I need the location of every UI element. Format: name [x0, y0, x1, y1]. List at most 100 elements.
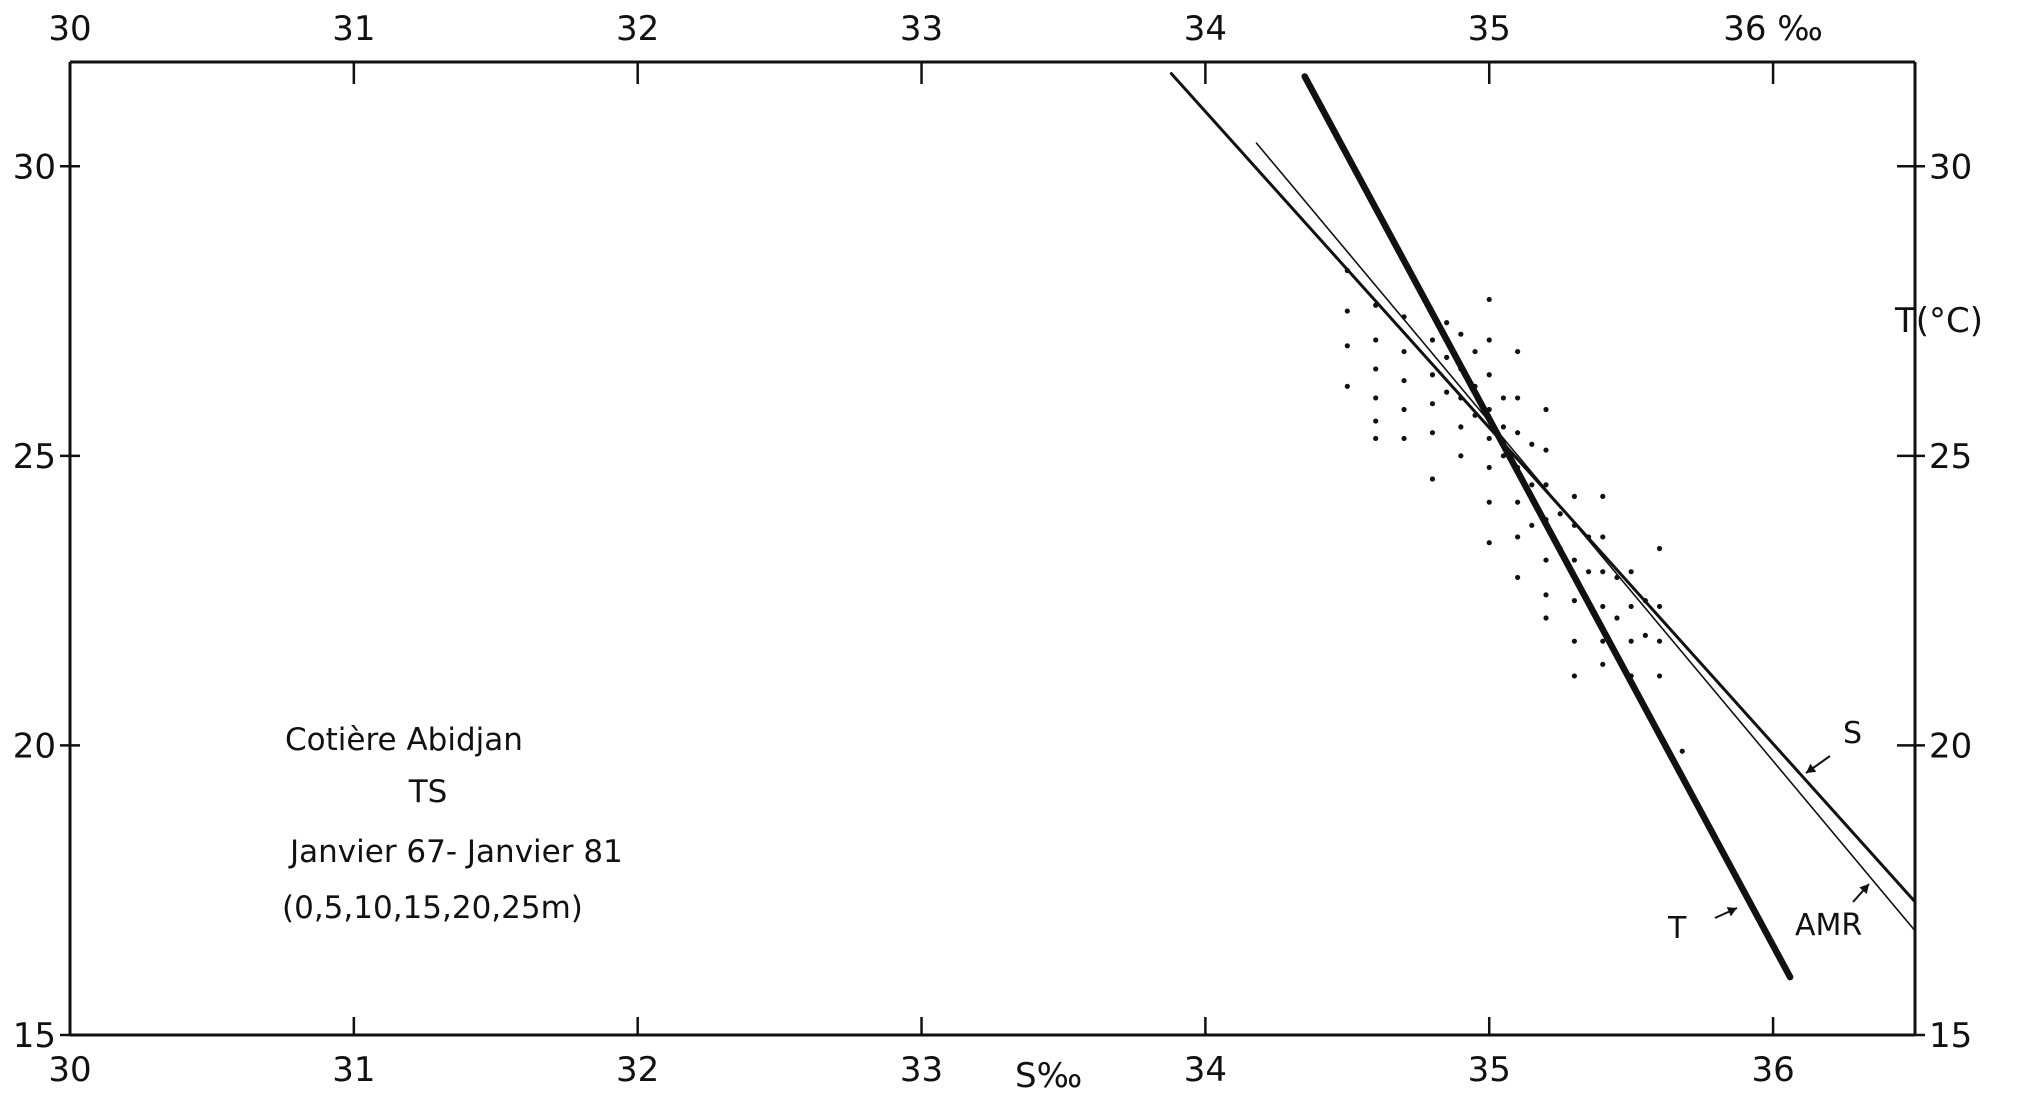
data-point — [1543, 482, 1549, 488]
data-point — [1656, 638, 1663, 644]
x-tick-label-bottom: 30 — [48, 1050, 91, 1090]
y-tick-label-left: 15 — [13, 1016, 56, 1056]
line-label-amr: AMR — [1795, 908, 1862, 943]
data-point — [1458, 424, 1464, 430]
data-point — [1486, 435, 1492, 442]
regression-lines — [1169, 72, 1917, 981]
data-point — [1557, 511, 1563, 517]
x-tick-label-bottom: 35 — [1468, 1050, 1511, 1090]
caption-line: Janvier 67- Janvier 81 — [288, 834, 623, 870]
data-point — [1600, 493, 1606, 499]
data-point — [1429, 372, 1436, 378]
data-point — [1515, 430, 1521, 436]
x-tick-label-top: 34 — [1184, 9, 1227, 49]
data-point — [1401, 377, 1407, 384]
data-point — [1486, 540, 1492, 546]
x-tick-label-top: 36 ‰ — [1723, 9, 1823, 49]
y-tick-label-right: 25 — [1929, 437, 1972, 477]
data-point — [1429, 430, 1436, 436]
line-s — [1169, 72, 1917, 904]
data-point — [1444, 389, 1450, 395]
axis-unit-labels: S‰ T(°C) — [1015, 301, 1983, 1096]
data-point — [1401, 348, 1407, 355]
data-point — [1486, 296, 1492, 303]
data-point — [1529, 522, 1535, 528]
data-point — [1458, 331, 1464, 337]
data-point — [1401, 435, 1407, 442]
data-point — [1571, 638, 1577, 644]
line-label-t: T — [1667, 911, 1687, 946]
arrowhead — [1806, 763, 1817, 773]
data-point — [1486, 464, 1492, 471]
data-point — [1600, 569, 1606, 575]
x-tick-label-bottom: 34 — [1184, 1050, 1227, 1090]
caption-line: Cotière Abidjan — [285, 722, 523, 758]
y-tick-label-right: 20 — [1929, 726, 1972, 766]
data-point — [1600, 638, 1606, 644]
caption-line: TS — [408, 774, 448, 810]
x-tick-label-top: 33 — [900, 9, 943, 49]
x-axis-label: S‰ — [1015, 1056, 1082, 1096]
x-tick-label-top: 30 — [48, 9, 91, 49]
data-point — [1401, 406, 1407, 413]
data-point — [1486, 372, 1492, 378]
data-point — [1486, 337, 1492, 343]
data-point — [1543, 592, 1549, 598]
data-point — [1571, 598, 1577, 604]
data-point — [1656, 673, 1663, 679]
data-point — [1500, 395, 1507, 401]
data-point — [1529, 441, 1535, 447]
data-point — [1344, 343, 1350, 349]
data-point — [1515, 348, 1521, 355]
data-point — [1543, 615, 1549, 621]
data-point — [1515, 395, 1521, 401]
arrowhead — [1726, 907, 1737, 917]
data-point — [1600, 603, 1606, 610]
arrowhead — [1859, 884, 1869, 895]
x-tick-label-top: 31 — [332, 9, 375, 49]
data-point — [1543, 406, 1549, 413]
data-point — [1429, 337, 1436, 343]
line-t — [1301, 73, 1794, 981]
x-tick-label-bottom: 36 — [1751, 1050, 1794, 1090]
y-tick-label-right: 30 — [1929, 147, 1972, 187]
data-point — [1642, 632, 1648, 638]
data-point — [1571, 493, 1577, 499]
data-point — [1373, 435, 1379, 442]
data-point — [1344, 383, 1350, 389]
y-axis-label-right: T(°C) — [1894, 301, 1983, 341]
data-point — [1429, 401, 1436, 407]
data-point — [1344, 308, 1350, 314]
data-point — [1656, 603, 1663, 610]
axis-ticks — [60, 62, 1925, 1037]
data-point — [1373, 395, 1379, 401]
x-tick-label-bottom: 32 — [616, 1050, 659, 1090]
chart-caption: Cotière Abidjan TS Janvier 67- Janvier 81 (… — [282, 722, 623, 926]
data-point — [1500, 453, 1507, 459]
data-point — [1600, 661, 1606, 667]
data-point — [1628, 638, 1634, 644]
line-labels: S AMR T — [1667, 716, 1870, 946]
data-point — [1571, 673, 1577, 679]
data-point — [1444, 320, 1450, 326]
line-label-s: S — [1843, 716, 1862, 751]
data-point — [1373, 366, 1379, 372]
data-point — [1515, 574, 1521, 581]
data-point — [1515, 499, 1521, 505]
x-tick-label-top: 35 — [1468, 9, 1511, 49]
data-point — [1585, 569, 1592, 575]
plot-frame — [68, 60, 1917, 1037]
scatter-points — [1344, 267, 1685, 754]
y-tick-label-left: 30 — [13, 147, 56, 187]
data-point — [1543, 557, 1549, 563]
data-point — [1600, 534, 1606, 540]
x-tick-label-bottom: 31 — [332, 1050, 375, 1090]
data-point — [1458, 453, 1464, 459]
data-point — [1543, 447, 1549, 453]
data-point — [1429, 476, 1436, 482]
data-point — [1444, 354, 1450, 360]
data-point — [1571, 557, 1577, 563]
data-point — [1614, 615, 1620, 621]
data-point — [1373, 337, 1379, 343]
